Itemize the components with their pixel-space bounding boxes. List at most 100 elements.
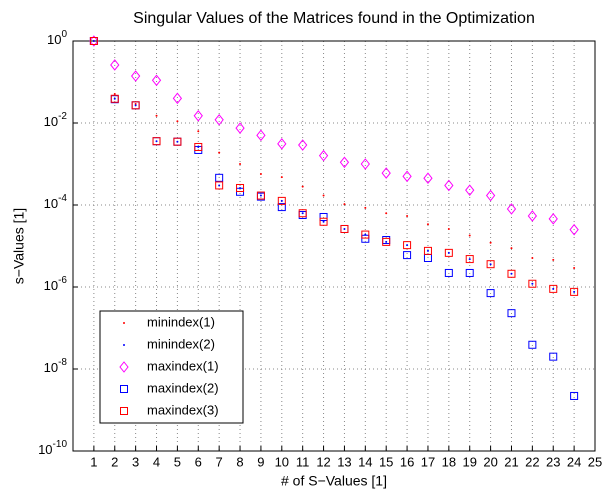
point [569,223,579,236]
point [552,287,555,290]
x-tick-label: 6 [195,454,202,469]
point [364,206,367,209]
x-tick-label: 1 [90,454,97,469]
point [468,234,471,237]
legend-marker [120,385,128,393]
point [510,272,513,275]
point [172,92,183,105]
point [218,184,221,187]
point [528,279,537,288]
x-tick-label: 2 [111,454,118,469]
point [444,268,453,277]
point [155,140,158,143]
point [259,194,262,197]
point [423,172,433,185]
point [193,109,203,122]
point [406,244,409,247]
point [402,170,412,183]
point [403,241,412,250]
point [343,227,346,230]
point [465,184,475,196]
point [89,37,98,45]
point [485,189,496,202]
point [214,113,224,126]
legend-label: minindex(1) [147,314,215,329]
point [465,268,474,277]
point [489,263,492,266]
point [339,156,350,169]
point [235,122,245,134]
point [573,290,576,293]
point [110,94,119,103]
point [552,258,555,261]
legend-marker [123,344,125,346]
point [506,203,517,215]
point [468,258,471,261]
point [531,256,534,259]
point [527,210,538,222]
point [218,151,221,154]
point [301,212,304,215]
legend-label: maxindex(1) [147,358,219,373]
point [173,137,182,146]
point [280,176,283,179]
point [152,137,161,146]
point [444,248,453,257]
point [322,194,325,197]
point [360,158,370,170]
point [298,209,307,218]
point [528,340,537,349]
y-tick-label: 10-6 [44,275,68,294]
point [194,142,203,151]
y-tick-label: 10-2 [44,111,68,130]
point [447,227,450,230]
point [113,97,116,100]
y-tick-label: 10-8 [44,357,68,376]
point [298,139,308,151]
y-axis-label: s−Values [1] [11,208,27,284]
x-tick-label: 13 [337,454,351,469]
x-tick-label: 25 [588,454,602,469]
x-tick-label: 15 [379,454,393,469]
x-tick-label: 4 [153,454,160,469]
point [570,391,579,400]
point [385,240,388,243]
x-tick-label: 9 [257,454,264,469]
point [510,247,513,250]
legend-label: maxindex(2) [147,380,219,395]
point [215,181,224,190]
legend-marker [119,361,129,373]
point [486,289,495,298]
point [319,217,328,226]
point [322,220,325,223]
point [176,120,179,123]
point [215,173,224,182]
point [256,129,266,142]
point [277,203,286,212]
y-tick-label: 100 [47,29,67,48]
point [131,101,140,110]
x-tick-label: 17 [421,454,435,469]
point [301,185,304,188]
x-tick-label: 22 [525,454,539,469]
point [361,234,370,243]
x-tick-label: 12 [316,454,330,469]
x-axis-label: # of S−Values [1] [281,473,387,489]
point [573,267,576,270]
point [548,213,558,225]
point [385,212,388,215]
point [340,224,349,233]
x-tick-label: 7 [216,454,223,469]
point [406,214,409,217]
x-tick-label: 14 [358,454,372,469]
point [381,167,391,179]
point [319,212,328,221]
point [236,183,245,192]
legend-marker [123,322,125,324]
point [155,114,158,117]
x-tick-label: 20 [483,454,497,469]
legend-label: maxindex(3) [147,402,219,417]
point [277,196,286,205]
